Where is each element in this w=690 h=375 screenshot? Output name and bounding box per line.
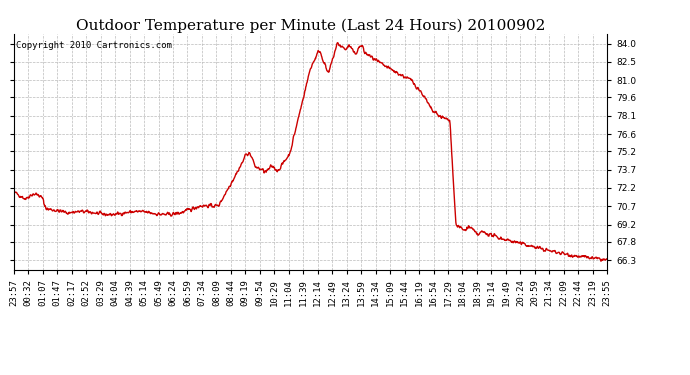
- Title: Outdoor Temperature per Minute (Last 24 Hours) 20100902: Outdoor Temperature per Minute (Last 24 …: [76, 18, 545, 33]
- Text: Copyright 2010 Cartronics.com: Copyright 2010 Cartronics.com: [16, 41, 171, 50]
